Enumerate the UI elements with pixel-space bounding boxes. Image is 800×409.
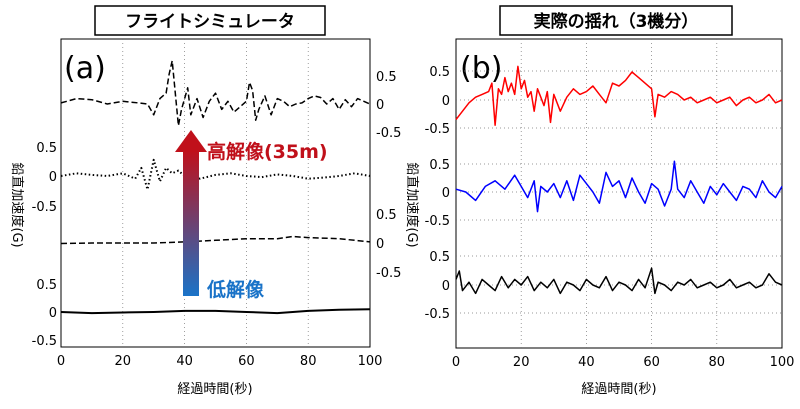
x-tick-label: 40 bbox=[176, 354, 193, 369]
left-tick-label: -0.5 bbox=[32, 200, 57, 215]
panel-a-title: フライトシミュレータ bbox=[125, 12, 295, 32]
left-tick-label: -0.5 bbox=[32, 334, 57, 349]
panel-a-x-axis-title: 経過時間(秒) bbox=[177, 382, 252, 397]
right-tick-label: 0.5 bbox=[376, 208, 397, 223]
resolution-arrow-shaft bbox=[183, 150, 199, 296]
panel-a-x-tick-labels: 0 20 40 60 80 100 bbox=[57, 354, 383, 369]
resolution-arrow-head bbox=[175, 130, 207, 152]
left-tick-label: 0.5 bbox=[36, 141, 57, 156]
left-tick-label: 0 bbox=[49, 306, 57, 321]
x-tick-label: 80 bbox=[709, 355, 726, 370]
panel-a-series-2-line bbox=[60, 158, 371, 191]
x-tick-label: 40 bbox=[578, 355, 595, 370]
resolution-arrow: 高解像(35m) 低解像 bbox=[175, 130, 328, 301]
x-tick-label: 0 bbox=[57, 354, 65, 369]
panel-a: フライトシミュレータ (a) 0 20 40 60 80 100 0.50-0.50.50… bbox=[9, 5, 401, 397]
panel-b: 実際の揺れ（3機分） (b) 0 20 40 60 80 100 0.50-0.50.50… bbox=[404, 5, 795, 397]
panel-a-plot-frame bbox=[60, 38, 371, 348]
x-tick-label: 20 bbox=[513, 355, 530, 370]
panel-a-left-tick-labels: 0.5 0 -0.5 0.5 0 -0.5 bbox=[32, 141, 57, 349]
left-tick-label: 0 bbox=[442, 186, 450, 201]
panel-b-plot-frame bbox=[455, 38, 783, 349]
right-tick-label: -0.5 bbox=[376, 126, 401, 141]
left-tick-label: 0 bbox=[49, 170, 57, 185]
panel-b-title: 実際の揺れ（3機分） bbox=[534, 11, 699, 32]
panel-a-letter: (a) bbox=[64, 51, 106, 86]
left-tick-label: 0.5 bbox=[429, 158, 450, 173]
high-resolution-label: 高解像(35m) bbox=[207, 140, 328, 163]
x-tick-label: 20 bbox=[115, 354, 132, 369]
left-tick-label: -0.5 bbox=[425, 122, 450, 137]
x-tick-label: 0 bbox=[452, 355, 460, 370]
x-tick-label: 100 bbox=[770, 355, 795, 370]
low-resolution-label: 低解像 bbox=[206, 278, 265, 301]
panel-b-left-tick-labels: 0.5 0 -0.5 0.5 0 -0.5 0.5 0 -0.5 bbox=[425, 65, 450, 322]
right-tick-label: 0.5 bbox=[376, 70, 397, 85]
right-tick-label: -0.5 bbox=[376, 266, 401, 281]
panel-b-x-axis-title: 経過時間(秒) bbox=[581, 382, 656, 397]
panel-a-series bbox=[60, 60, 371, 315]
left-tick-label: -0.5 bbox=[425, 214, 450, 229]
panel-b-x-tick-labels: 0 20 40 60 80 100 bbox=[452, 355, 795, 370]
panel-b-series-2-line bbox=[455, 160, 783, 213]
x-tick-label: 60 bbox=[238, 354, 255, 369]
panel-a-y-axis-title: 鉛直加速度(G) bbox=[9, 162, 25, 247]
x-tick-label: 100 bbox=[358, 354, 383, 369]
panel-a-series-1-line bbox=[60, 60, 371, 127]
panel-a-right-tick-labels: 0.5 0 -0.5 0.5 0 -0.5 bbox=[376, 70, 401, 281]
x-tick-label: 80 bbox=[300, 354, 317, 369]
panel-b-letter: (b) bbox=[460, 51, 502, 86]
panel-a-title-box bbox=[94, 5, 326, 36]
right-tick-label: 0 bbox=[376, 98, 384, 113]
panel-b-y-axis-title: 鉛直加速度(G) bbox=[404, 162, 420, 247]
left-tick-label: -0.5 bbox=[425, 307, 450, 322]
panel-a-series-4-line bbox=[60, 308, 371, 315]
panel-b-title-box bbox=[499, 5, 733, 36]
x-tick-label: 60 bbox=[643, 355, 660, 370]
right-tick-label: 0 bbox=[376, 237, 384, 252]
panel-b-series-3-line bbox=[455, 267, 783, 295]
left-tick-label: 0 bbox=[442, 279, 450, 294]
panel-b-series-1-line bbox=[455, 65, 783, 126]
panel-a-series-3-line bbox=[60, 235, 371, 245]
left-tick-label: 0 bbox=[442, 94, 450, 109]
left-tick-label: 0.5 bbox=[429, 250, 450, 265]
panel-b-series bbox=[455, 65, 783, 295]
left-tick-label: 0.5 bbox=[429, 65, 450, 80]
left-tick-label: 0.5 bbox=[36, 278, 57, 293]
